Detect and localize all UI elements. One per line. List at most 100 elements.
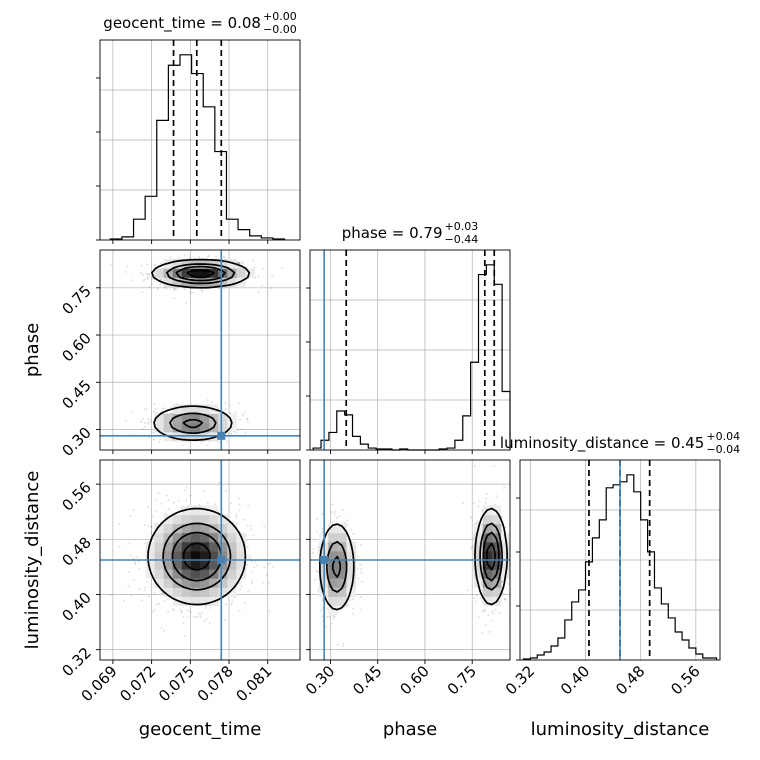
diag-3-xtick-label: 0.56 (667, 662, 703, 698)
diag-3-bin (634, 492, 641, 660)
luminosity_distance-vs-geocent_time-xtick-label: 0.075 (155, 662, 198, 705)
diag-3-bin (648, 552, 655, 660)
luminosity_distance-vs-geocent_time-contour-level (147, 507, 247, 606)
diag-2-bin (471, 362, 479, 450)
diag-3-bin (606, 488, 613, 660)
diag-2-bin (486, 265, 494, 450)
diag-2-bin (353, 436, 361, 450)
diag-3-xtick-label: 0.40 (557, 662, 593, 698)
luminosity_distance-vs-geocent_time-ytick-label: 0.32 (58, 644, 94, 680)
diag-1-frame (99, 39, 301, 241)
phase-vs-geocent_time-frame (99, 249, 301, 451)
luminosity_distance-vs-phase-xtick-label: 0.75 (444, 662, 480, 698)
diag-2-bars (312, 264, 511, 451)
xlabel-luminosity_distance: luminosity_distance (531, 719, 710, 740)
luminosity_distance-vs-phase-contour-level (331, 531, 500, 582)
phase-vs-geocent_time-ytick-label: 0.45 (58, 376, 94, 412)
diag-1-grid (100, 40, 300, 240)
luminosity_distance-vs-geocent_time-xtick-label: 0.078 (194, 662, 237, 705)
luminosity_distance-vs-geocent_time-ytick-label: 0.56 (58, 478, 94, 514)
luminosity_distance-vs-geocent_time-xtick-label: 0.081 (232, 662, 275, 705)
diag-3-bin (696, 654, 703, 660)
phase-vs-geocent_time-contour-level (151, 258, 251, 441)
luminosity_distance-vs-phase-contour-level (319, 507, 509, 611)
diag-3-title-main: luminosity_distance = 0.45 (500, 434, 704, 453)
diag-2-title-upper: +0.03 (445, 220, 479, 233)
diag-1-bin (122, 237, 134, 240)
luminosity_distance-vs-phase-truth-marker (320, 556, 329, 564)
luminosity_distance-vs-phase-contours (319, 507, 509, 611)
phase-vs-geocent_time-contour-level (166, 263, 236, 434)
diag-3-bin (641, 520, 648, 660)
diag-2-title-main: phase = 0.79 (342, 224, 443, 242)
xlabel-phase: phase (383, 719, 437, 740)
phase-vs-geocent_time-contours (151, 258, 251, 441)
ylabel-luminosity_distance: luminosity_distance (22, 471, 43, 650)
diag-2-bin (329, 432, 337, 450)
diag-1-bin (226, 219, 238, 240)
luminosity_distance-vs-geocent_time-density (100, 481, 275, 638)
diag-3-xtick-label: 0.32 (502, 662, 538, 698)
luminosity_distance-vs-geocent_time-contour-level (162, 522, 232, 591)
phase-vs-geocent_time-ytick-label: 0.60 (58, 329, 94, 365)
phase-vs-geocent_time-truth-marker (217, 431, 226, 440)
phase-vs-geocent_time-contour-level (175, 265, 226, 429)
phase-vs-geocent_time-ytick-label: 0.30 (58, 424, 94, 460)
diag-3-bin (682, 640, 689, 660)
luminosity_distance-vs-phase-frame (309, 459, 511, 661)
diag-1-bin (157, 120, 169, 240)
luminosity_distance-vs-geocent_time-contour-level (182, 542, 212, 571)
diag-2-bin (360, 444, 368, 450)
diag-3-bin (579, 590, 586, 660)
diag-3-bin (689, 648, 696, 660)
diag-2-grid (310, 250, 510, 450)
diag-3-title-lower: −0.04 (706, 443, 740, 456)
luminosity_distance-vs-geocent_time-ytick-label: 0.48 (58, 533, 94, 569)
diag-3-frame (519, 459, 721, 661)
diag-3-bin (654, 588, 661, 660)
diag-2-title-lower: −0.44 (445, 233, 479, 246)
diag-1-bin (145, 196, 157, 240)
diag-3-bin (668, 618, 675, 660)
diag-1-bin (250, 236, 262, 240)
luminosity_distance-vs-phase-density (312, 464, 510, 648)
diag-2-title: phase = 0.79 +0.03−0.44 (342, 220, 479, 246)
diag-3-bin (558, 638, 565, 660)
diag-3-bin (613, 485, 620, 660)
diag-1-bin (238, 230, 250, 240)
luminosity_distance-vs-geocent_time-frame (99, 459, 301, 661)
phase-vs-geocent_time-contour-level (186, 269, 215, 279)
luminosity_distance-vs-geocent_time-contours (147, 507, 247, 606)
diag-3-bin (675, 632, 682, 660)
luminosity_distance-vs-phase-xtick-label: 0.30 (302, 662, 338, 698)
diag-3-bin (661, 604, 668, 660)
diag-3-bin (572, 602, 579, 660)
diag-1-title-main: geocent_time = 0.08 (103, 14, 261, 33)
diag-3-bin (544, 652, 551, 660)
diag-1-bin (180, 55, 192, 240)
luminosity_distance-vs-geocent_time-ytick-label: 0.40 (58, 589, 94, 625)
diag-3-bin (551, 646, 558, 660)
diag-3-bin (627, 475, 634, 660)
diag-1-title-upper: +0.00 (263, 10, 297, 23)
diag-2-bin (337, 411, 345, 450)
diag-3-xtick-label: 0.48 (612, 662, 648, 698)
luminosity_distance-vs-geocent_time-truth-marker (217, 556, 226, 564)
diag-1-bin (134, 219, 146, 240)
phase-vs-geocent_time-density (110, 250, 283, 447)
diag-2-bin (494, 284, 502, 450)
diag-3-title-upper: +0.04 (706, 430, 740, 443)
diag-2-histogram-step (312, 264, 511, 451)
diag-3-bin (565, 620, 572, 660)
diag-2-bin (455, 440, 463, 450)
diag-3-title: luminosity_distance = 0.45 +0.04−0.04 (500, 430, 740, 456)
xlabel-geocent_time: geocent_time (139, 719, 262, 740)
diag-2-bin (463, 416, 471, 450)
phase-vs-geocent_time-ytick-label: 0.75 (58, 282, 94, 318)
luminosity_distance-vs-phase-xtick-label: 0.45 (349, 662, 385, 698)
diag-1-bin (203, 107, 215, 240)
diag-1-title-lower: −0.00 (263, 23, 297, 36)
diag-3-bin (620, 482, 627, 660)
diag-3-bin (592, 538, 599, 660)
